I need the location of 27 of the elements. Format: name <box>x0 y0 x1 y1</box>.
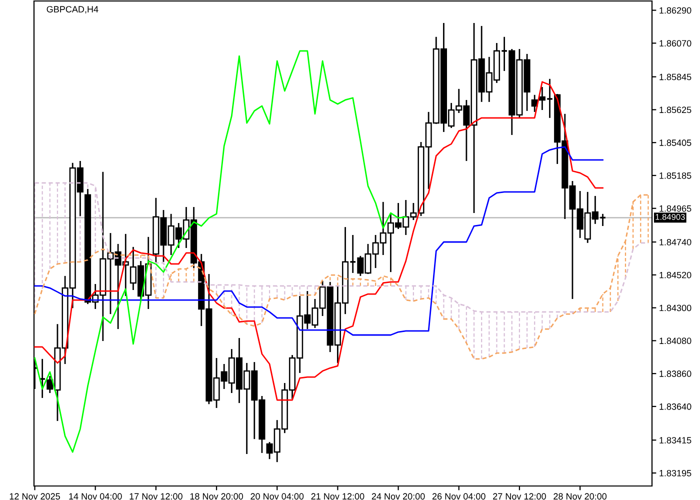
y-tick-label: 1.85845 <box>660 74 692 80</box>
x-tick-label: 20 Nov 04:00 <box>250 493 304 500</box>
y-tick-label: 1.86070 <box>660 40 692 47</box>
y-tick-label: 1.84965 <box>660 205 692 212</box>
chart-title: GBPCAD,H4 <box>46 6 98 14</box>
y-tick-label: 1.84080 <box>660 338 692 344</box>
y-tick-label: 1.84520 <box>660 272 692 278</box>
y-tick-label: 1.85185 <box>660 172 692 179</box>
y-tick-label: 1.83195 <box>660 470 692 476</box>
y-tick-label: 1.83860 <box>660 370 692 377</box>
x-tick-label: 28 Nov 20:00 <box>554 493 607 500</box>
x-tick-label: 12 Nov 2025 <box>10 493 60 500</box>
x-tick-label: 26 Nov 04:00 <box>432 493 486 500</box>
y-tick-label: 1.85625 <box>660 106 692 114</box>
y-tick-label: 1.86290 <box>660 7 692 14</box>
x-tick-label: 21 Nov 12:00 <box>311 493 364 500</box>
y-tick-label: 1.83640 <box>660 403 692 410</box>
x-tick-label: 18 Nov 20:00 <box>190 493 244 500</box>
y-tick-label: 1.85405 <box>660 140 692 146</box>
y-tick-label: 1.84300 <box>660 304 692 312</box>
y-tick-label: 1.83415 <box>660 437 692 444</box>
x-tick-label: 24 Nov 20:00 <box>372 493 425 500</box>
x-tick-label: 17 Nov 12:00 <box>130 493 182 500</box>
y-tick-label: 1.84740 <box>660 238 692 246</box>
x-tick-label: 14 Nov 04:00 <box>69 493 122 500</box>
x-tick-label: 27 Nov 12:00 <box>493 493 546 500</box>
ref-line-label: 1.84903 <box>656 214 685 220</box>
